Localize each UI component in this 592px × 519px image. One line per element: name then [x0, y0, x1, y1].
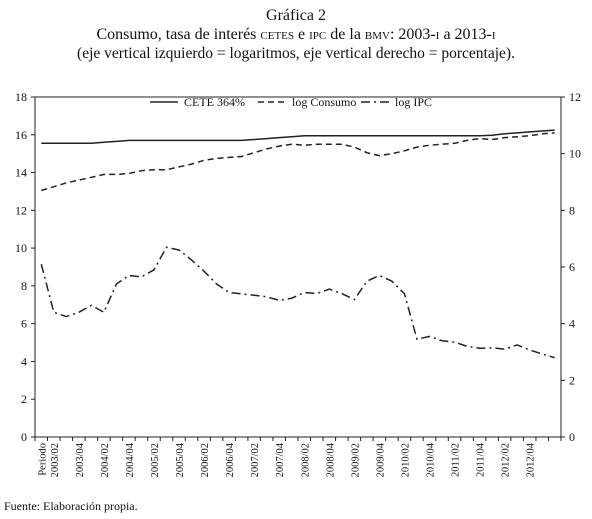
source-note: Fuente: Elaboración propia.: [4, 499, 138, 513]
y-right-tick-label: 0: [569, 430, 575, 444]
y-right-tick-label: 2: [569, 373, 575, 387]
y-left-tick-label: 18: [15, 90, 27, 104]
series-line: [41, 132, 555, 192]
y-left-tick-label: 6: [21, 317, 27, 331]
title-cetes: cetes: [260, 26, 295, 43]
x-tick-label: 2009/04: [375, 442, 386, 477]
y-right-tick-label: 4: [569, 317, 575, 331]
x-tick-label: 2008/04: [325, 442, 336, 477]
title-bmv: bmv: [364, 26, 390, 43]
title-part: e: [294, 26, 310, 43]
figure-title: Consumo, tasa de interés cetes e ipc de …: [0, 25, 592, 44]
y-right-tick-label: 10: [569, 147, 581, 161]
title-part: a 2013-: [439, 26, 492, 43]
figure-title-block: Gráfica 2 Consumo, tasa de interés cetes…: [0, 6, 592, 63]
x-tick-label: 2004/04: [125, 442, 136, 477]
title-roman-i: i: [491, 26, 496, 43]
legend-label: log IPC: [395, 95, 432, 109]
series-lines: [40, 129, 555, 359]
x-tick-label: 2010/02: [400, 443, 411, 477]
x-tick-label: 2009/02: [350, 443, 361, 477]
y-right-tick-label: 12: [569, 90, 581, 104]
y-right-tick-label: 8: [569, 203, 575, 217]
figure-label: Gráfica 2: [266, 7, 326, 24]
y-left-tick-label: 10: [15, 241, 27, 255]
x-tick-label: 2005/04: [175, 442, 186, 477]
x-tick-label: 2007/04: [275, 442, 286, 477]
y-left-tick-label: 12: [15, 203, 27, 217]
figure-subtitle: (eje vertical izquierdo = logaritmos, ej…: [77, 45, 515, 62]
x-tick-label: 2004/02: [100, 443, 111, 477]
x-tick-label: 2006/04: [225, 442, 236, 477]
legend: CETE 364% log Consumo log IPC: [150, 95, 432, 109]
x-tick-label: 2011/02: [451, 443, 462, 477]
x-tick-label: 2007/02: [250, 443, 261, 477]
x-tick-label: 2003/04: [75, 442, 86, 477]
x-tick-label: 2008/02: [300, 443, 311, 477]
x-tick-label: 2005/02: [150, 443, 161, 477]
y-left-tick-label: 16: [15, 128, 27, 142]
y-left-tick-label: 0: [21, 430, 27, 444]
y-left-tick-label: 2: [21, 392, 27, 406]
x-tick-label: 2012/04: [526, 442, 537, 477]
axes: 0 2 4 6 8 10 12 14 16 18 0 2 4 6 8 10 12 Periodo 2003/02 20…: [15, 90, 581, 477]
legend-label: log Consumo: [292, 95, 356, 109]
y-left-tick-label: 14: [15, 166, 27, 180]
series-line: [41, 129, 555, 145]
x-tick-label: 2003/02: [50, 443, 61, 477]
title-part: de la: [326, 26, 365, 43]
x-tick-label: Periodo: [37, 443, 48, 476]
plot-frame: [34, 96, 562, 438]
title-roman-i: i: [435, 26, 440, 43]
x-tick-label: 2011/04: [476, 442, 487, 477]
y-right-tick-label: 6: [569, 260, 575, 274]
x-tick-label: 2010/04: [426, 442, 437, 477]
x-tick-label: 2006/02: [200, 443, 211, 477]
title-part: : 2003-: [389, 26, 436, 43]
title-part: Consumo, tasa de interés: [96, 26, 261, 43]
series-line: [40, 246, 555, 359]
x-tick-label: 2012/02: [501, 443, 512, 477]
y-left-tick-label: 8: [21, 279, 27, 293]
y-left-tick-label: 4: [21, 354, 27, 368]
title-ipc: ipc: [309, 26, 327, 43]
legend-label: CETE 364%: [184, 95, 245, 109]
